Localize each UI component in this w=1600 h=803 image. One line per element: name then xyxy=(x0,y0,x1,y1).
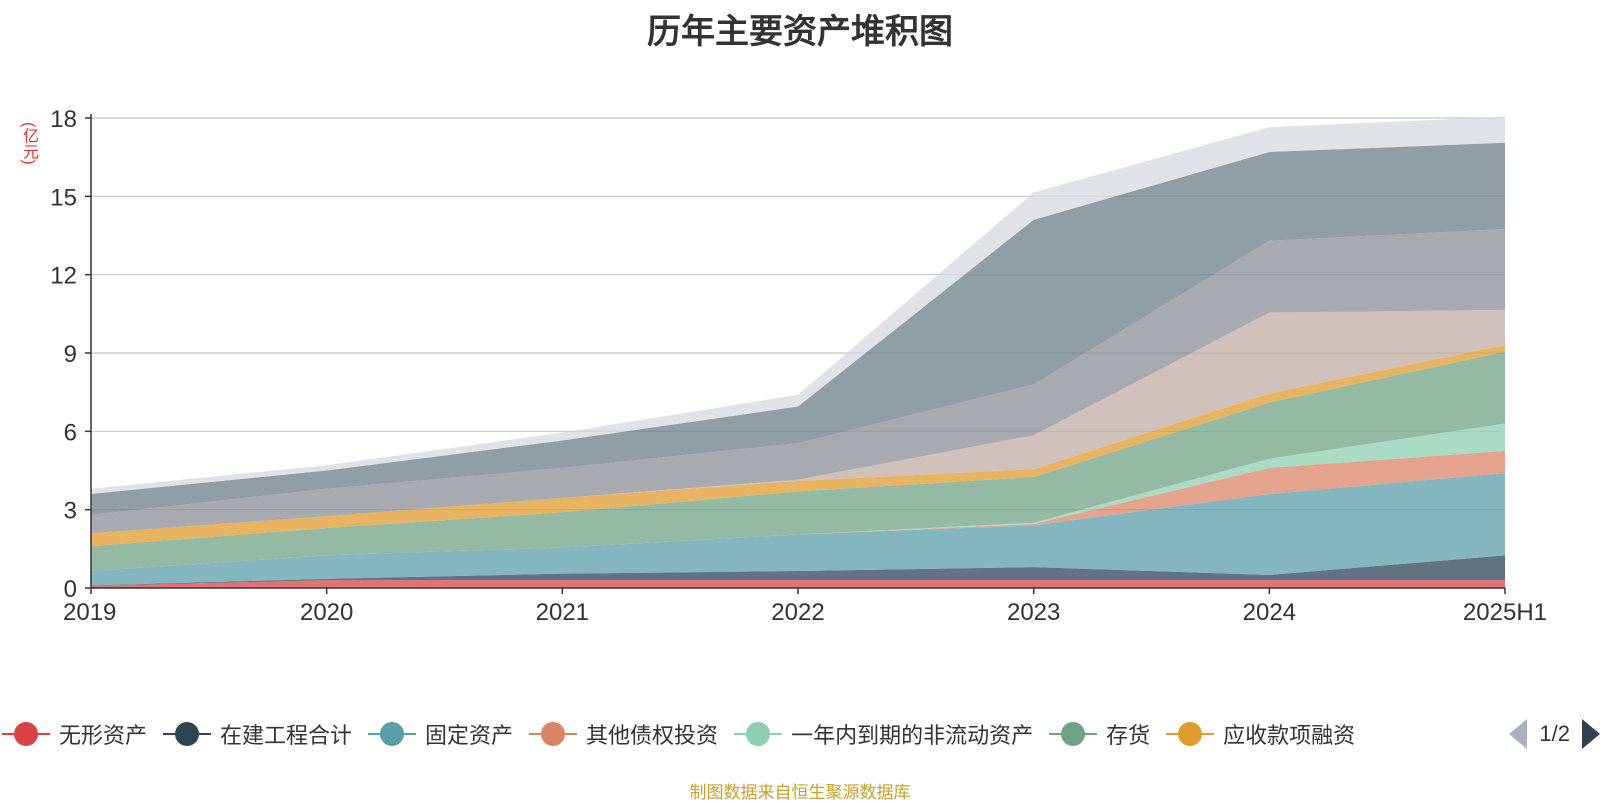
chart-title: 历年主要资产堆积图 xyxy=(647,13,953,51)
data-source-note: 制图数据来自恒生聚源数据库 xyxy=(689,783,911,802)
legend-pager: 1/2 xyxy=(1509,716,1600,752)
pager-text: 1/2 xyxy=(1539,721,1570,746)
pager-prev-icon[interactable] xyxy=(1509,719,1528,749)
legend-marker-icon xyxy=(1049,722,1098,746)
legend: 无形资产 在建工程合计 固定资产 其他债权投资 一年内到期的非流动资产 存货 应… xyxy=(0,716,1600,752)
y-tick-label: 0 xyxy=(64,576,77,603)
y-tick-label: 15 xyxy=(50,184,77,211)
area-series-9 xyxy=(91,228,1505,534)
area-series-3 xyxy=(91,473,1505,586)
x-tick-label: 2022 xyxy=(771,599,824,626)
area-series-10 xyxy=(91,142,1505,515)
area-series-8 xyxy=(91,309,1505,534)
y-tick-label: 3 xyxy=(64,498,77,525)
legend-label: 其他债权投资 xyxy=(586,723,719,748)
pager-next-icon[interactable] xyxy=(1582,719,1600,749)
legend-label: 存货 xyxy=(1106,723,1151,748)
area-series xyxy=(91,116,1505,588)
x-tick-label: 2020 xyxy=(300,599,353,626)
legend-label: 无形资产 xyxy=(59,723,148,748)
area-series-1 xyxy=(91,580,1505,588)
legend-item[interactable]: 固定资产 xyxy=(368,718,513,750)
legend-item[interactable]: 无形资产 xyxy=(2,718,147,750)
x-tick-label: 2019 xyxy=(63,599,116,626)
legend-label: 在建工程合计 xyxy=(220,723,353,748)
area-series-7 xyxy=(91,345,1505,547)
y-tick-label: 18 xyxy=(50,106,77,133)
legend-marker-icon xyxy=(163,722,212,746)
legend-marker-icon xyxy=(529,722,578,746)
legend-label: 固定资产 xyxy=(425,723,514,748)
y-tick-label: 12 xyxy=(50,263,77,290)
x-tick-label: 2024 xyxy=(1243,599,1296,626)
legend-label: 应收款项融资 xyxy=(1223,723,1356,748)
area-series-4 xyxy=(91,450,1505,572)
legend-label: 一年内到期的非流动资产 xyxy=(791,723,1034,748)
x-tick-label: 2021 xyxy=(536,599,589,626)
stacked-area-chart: 0 3 6 9 12 15 18 2019 2020 2021 2022 2023 2024 2025H1 xyxy=(50,106,1547,626)
area-series-6 xyxy=(91,351,1505,572)
x-tick-label: 2023 xyxy=(1007,599,1060,626)
y-tick-label: 6 xyxy=(64,419,77,446)
legend-item[interactable]: 在建工程合计 xyxy=(163,718,352,750)
y-axis-unit-label: (亿元) xyxy=(20,122,37,165)
legend-marker-icon xyxy=(1166,722,1215,746)
legend-marker-icon xyxy=(734,722,783,746)
axes xyxy=(85,114,1506,594)
area-series-2 xyxy=(91,555,1505,586)
legend-item[interactable]: 其他债权投资 xyxy=(529,718,718,750)
legend-marker-icon xyxy=(368,722,417,746)
y-tick-label: 9 xyxy=(64,341,77,368)
legend-item[interactable]: 一年内到期的非流动资产 xyxy=(734,718,1033,750)
tick-labels: 0 3 6 9 12 15 18 2019 2020 2021 2022 2023 2024 2025H1 xyxy=(50,106,1547,626)
legend-item[interactable]: 存货 xyxy=(1049,718,1150,750)
legend-item[interactable]: 应收款项融资 xyxy=(1166,718,1355,750)
legend-marker-icon xyxy=(2,722,50,746)
x-tick-label: 2025H1 xyxy=(1463,599,1547,626)
